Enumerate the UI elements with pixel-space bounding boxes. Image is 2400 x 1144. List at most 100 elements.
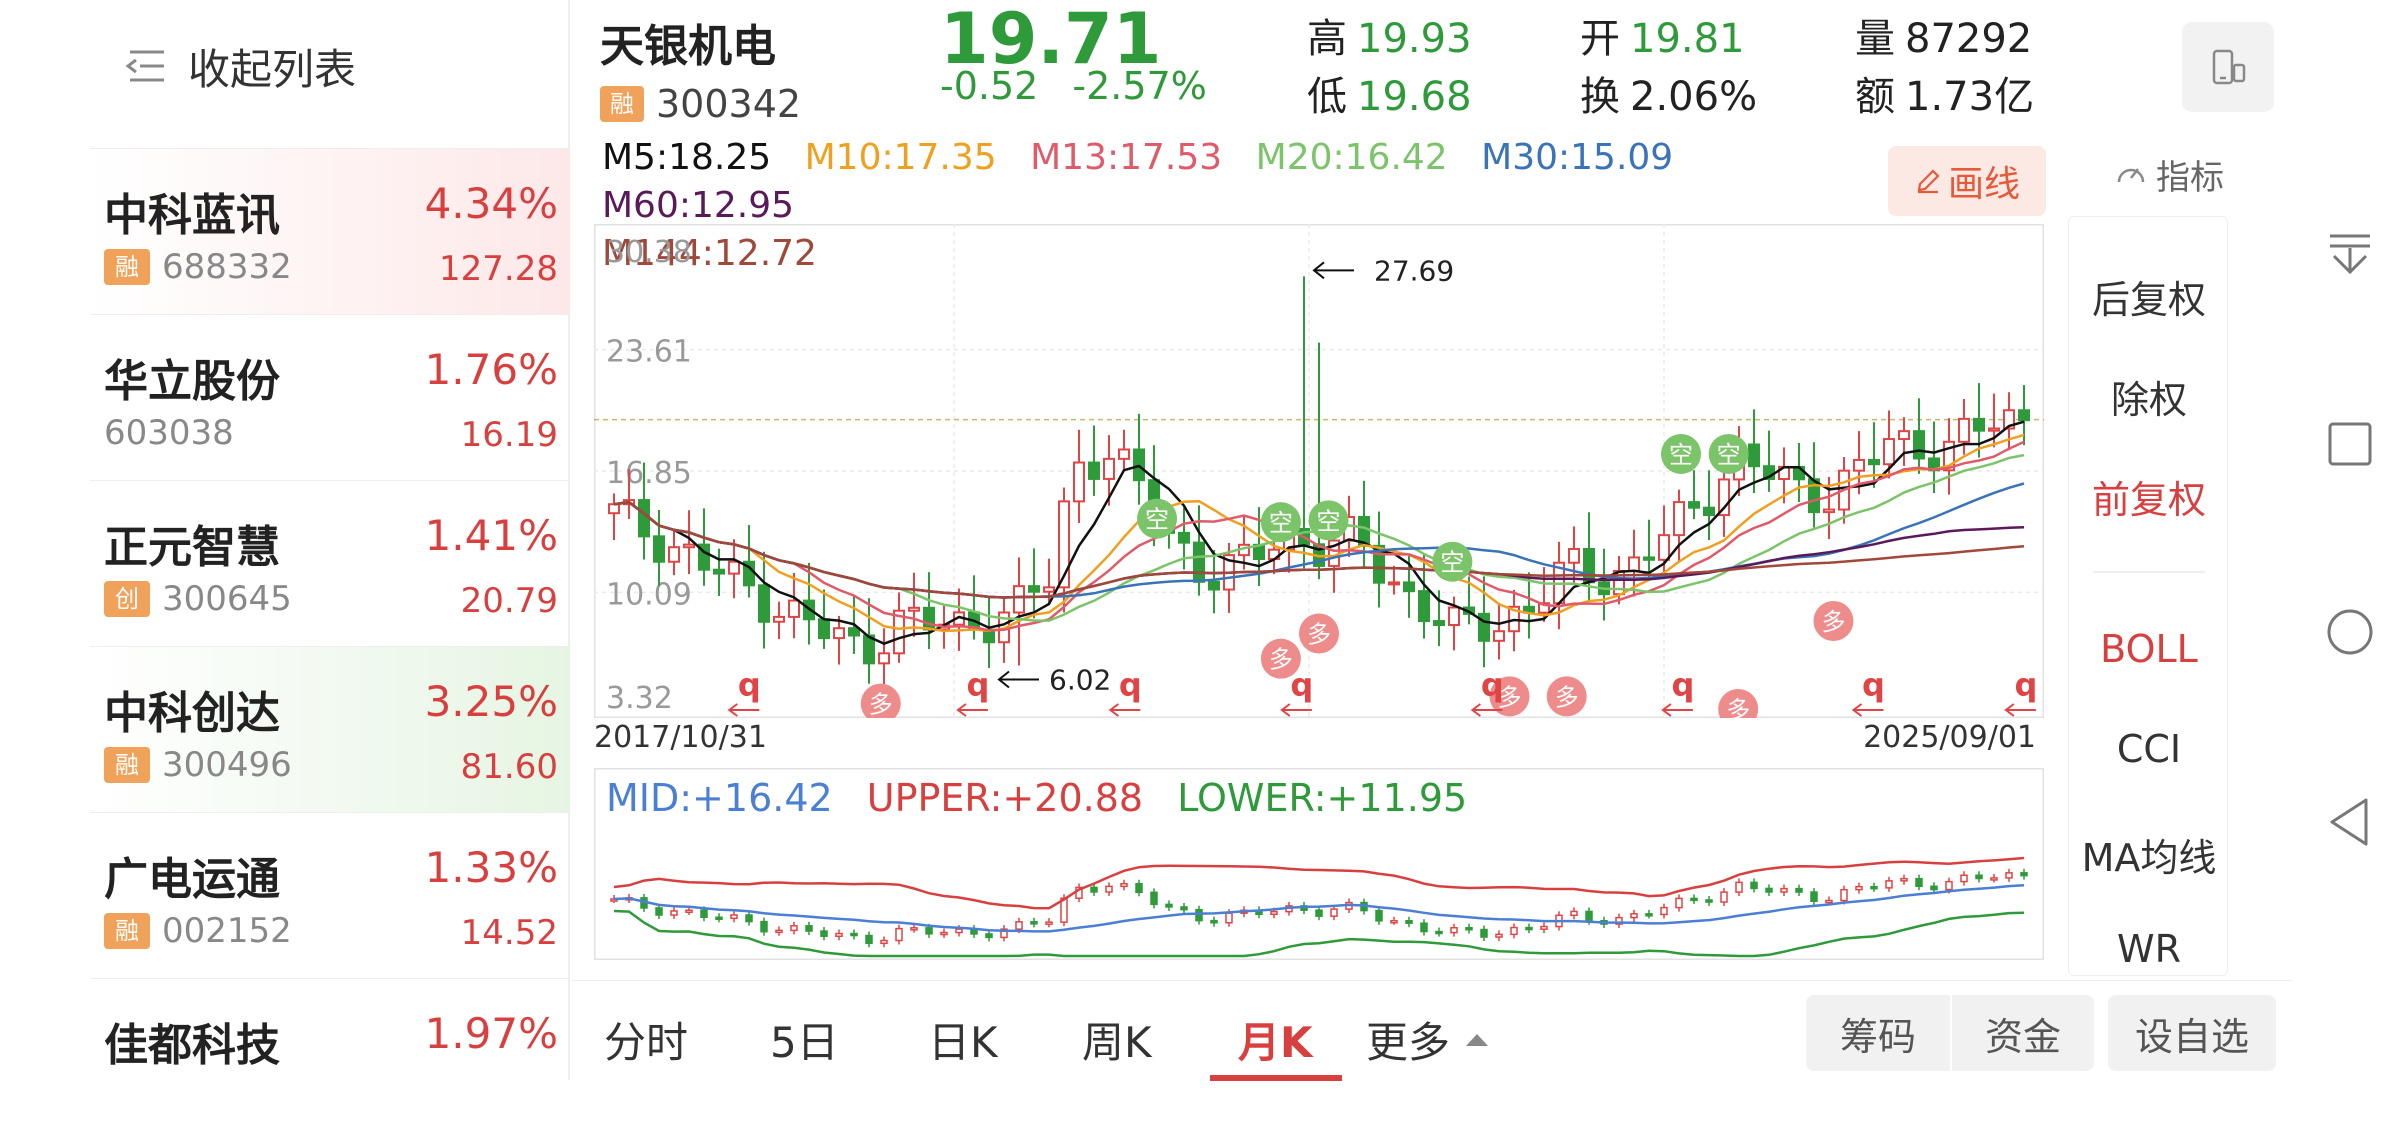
candle-body (1673, 501, 1685, 537)
y-tick-label: 23.61 (606, 335, 692, 370)
stock-list-item[interactable]: 华立股份 1.76% 603038 16.19 (90, 314, 570, 480)
boll-candle-body (910, 927, 918, 931)
boll-chart[interactable] (594, 768, 2044, 960)
candle-body (1718, 478, 1730, 517)
candle-body (1088, 461, 1100, 480)
boll-candle-body (730, 914, 738, 920)
candle-body (713, 568, 725, 575)
boll-candle-body (1720, 891, 1728, 903)
stock-list-item[interactable]: 中科创达 3.25% 融 300496 81.60 (90, 646, 570, 812)
boll-upper-label: UPPER:+20.88 (866, 776, 1144, 820)
chips-button[interactable]: 筹码 (1806, 995, 1950, 1071)
signal-short (1432, 541, 1473, 582)
home-icon[interactable] (2322, 604, 2378, 660)
expand-down-icon[interactable] (2322, 228, 2378, 284)
stock-code: 002152 (162, 911, 292, 951)
candle-body (668, 546, 680, 563)
signal-long (1718, 688, 1759, 718)
candle-body (1658, 534, 1670, 561)
tab-daily-k[interactable]: 日K (928, 1018, 998, 1067)
boll-mid-line (613, 884, 2025, 933)
candle-body (878, 652, 890, 665)
device-switch-button[interactable] (2182, 22, 2274, 112)
candle-body (1418, 590, 1430, 623)
stock-name: 天银机电 (600, 21, 776, 72)
bottom-tab-bar: 分时 5日 日K 周K 月K 更多 筹码 资金 设自选 (572, 980, 2292, 1081)
rp-boll[interactable]: BOLL (2100, 627, 2198, 671)
stock-name: 佳都科技 (104, 1020, 280, 1071)
stock-list-item[interactable]: 广电运通 1.33% 融 002152 14.52 (90, 812, 570, 978)
boll-candle-body (895, 927, 903, 942)
high-stat: 高 19.93 (1307, 16, 1472, 62)
signal-short-label: 空 (1145, 506, 1169, 534)
funds-button[interactable]: 资金 (1952, 995, 2094, 1071)
boll-candle-body (1960, 874, 1968, 883)
boll-candle-body (1810, 891, 1818, 902)
rp-forward-adjust[interactable]: 前复权 (2091, 478, 2206, 522)
boll-candle-body (760, 920, 768, 933)
recent-apps-icon[interactable] (2322, 416, 2378, 472)
signal-long-label: 多 (1821, 608, 1845, 636)
stock-code-row: 融 300342 (600, 82, 801, 126)
add-watchlist-button[interactable]: 设自选 (2108, 995, 2276, 1071)
stock-code: 300496 (162, 745, 292, 785)
stock-list-item[interactable]: 正元智慧 1.41% 创 300645 20.79 (90, 480, 570, 646)
boll-candle-body (1495, 933, 1503, 938)
tab-5day[interactable]: 5日 (770, 1018, 839, 1067)
draw-line-button[interactable]: 画线 (1888, 146, 2046, 216)
tab-more[interactable]: 更多 (1366, 1009, 1492, 1070)
stock-list-item[interactable]: 佳都科技 1.97% (90, 978, 570, 1144)
tab-intraday[interactable]: 分时 (604, 1018, 689, 1067)
signal-short (1661, 433, 1702, 474)
start-date: 2017/10/31 (594, 720, 767, 755)
collapse-list-button[interactable]: 收起列表 (120, 38, 356, 94)
candle-body (1043, 586, 1055, 593)
y-tick-label: 10.09 (606, 577, 692, 612)
signal-short (1137, 498, 1178, 539)
y-tick-label: 30.38 (606, 235, 692, 270)
ma13-label: M13:17.53 (1030, 137, 1223, 178)
stock-list-item[interactable]: 中科蓝讯 4.34% 融 688332 127.28 (90, 148, 570, 314)
candle-body (758, 584, 770, 623)
boll-upper-line (613, 856, 2025, 910)
min-arrow-head (997, 670, 1010, 689)
signal-q-label: q (2014, 666, 2037, 704)
candle-body (1208, 580, 1220, 591)
signal-q-label: q (1119, 666, 1142, 704)
boll-candle-body (820, 930, 828, 938)
indicator-settings-button[interactable]: 指标 (2112, 150, 2224, 199)
rp-back-adjust[interactable]: 后复权 (2091, 278, 2206, 322)
candle-body (1898, 430, 1910, 441)
tab-weekly-k[interactable]: 周K (1082, 1018, 1152, 1067)
candle-body (698, 543, 710, 571)
tab-monthly-k[interactable]: 月K (1238, 1018, 1313, 1067)
collapse-list-icon (125, 50, 164, 82)
boll-candle-body (1330, 908, 1338, 917)
signal-q-label: q (1671, 666, 1694, 704)
signal-short-label: 空 (1269, 509, 1293, 537)
candle-body (1568, 547, 1580, 564)
turnover-stat: 换 2.06% (1580, 74, 1758, 120)
rp-wr[interactable]: WR (2117, 927, 2181, 965)
candle-body (848, 627, 860, 637)
boll-candle-body (1660, 906, 1668, 916)
boll-candle-body (1885, 880, 1893, 889)
boll-candle-body (1135, 883, 1143, 894)
divider (2093, 571, 2205, 573)
boll-candle-body (955, 928, 963, 934)
kline-chart[interactable]: 30.3823.6116.8510.093.3227.696.02空空空空空 空多… (594, 224, 2044, 718)
signal-q-label: q (966, 666, 989, 704)
ma30-label: M30:15.09 (1481, 137, 1674, 178)
rp-ma[interactable]: MA均线 (2081, 836, 2217, 880)
rp-cci[interactable]: CCI (2116, 727, 2182, 771)
back-icon[interactable] (2322, 794, 2378, 850)
signal-q-arrow-head (1851, 703, 1863, 717)
boll-candle-body (715, 916, 723, 920)
candle-body (1103, 457, 1115, 480)
max-arrow-head (1312, 261, 1325, 280)
signal-q-arrow-head (1470, 703, 1481, 717)
boll-candle-body (1405, 920, 1413, 924)
rp-ex-rights[interactable]: 除权 (2110, 378, 2187, 422)
quote-header: 天银机电 融 300342 19.71 -0.52 -2.57% 高 19.93 … (572, 0, 2292, 135)
signal-q-label: q (738, 666, 761, 704)
